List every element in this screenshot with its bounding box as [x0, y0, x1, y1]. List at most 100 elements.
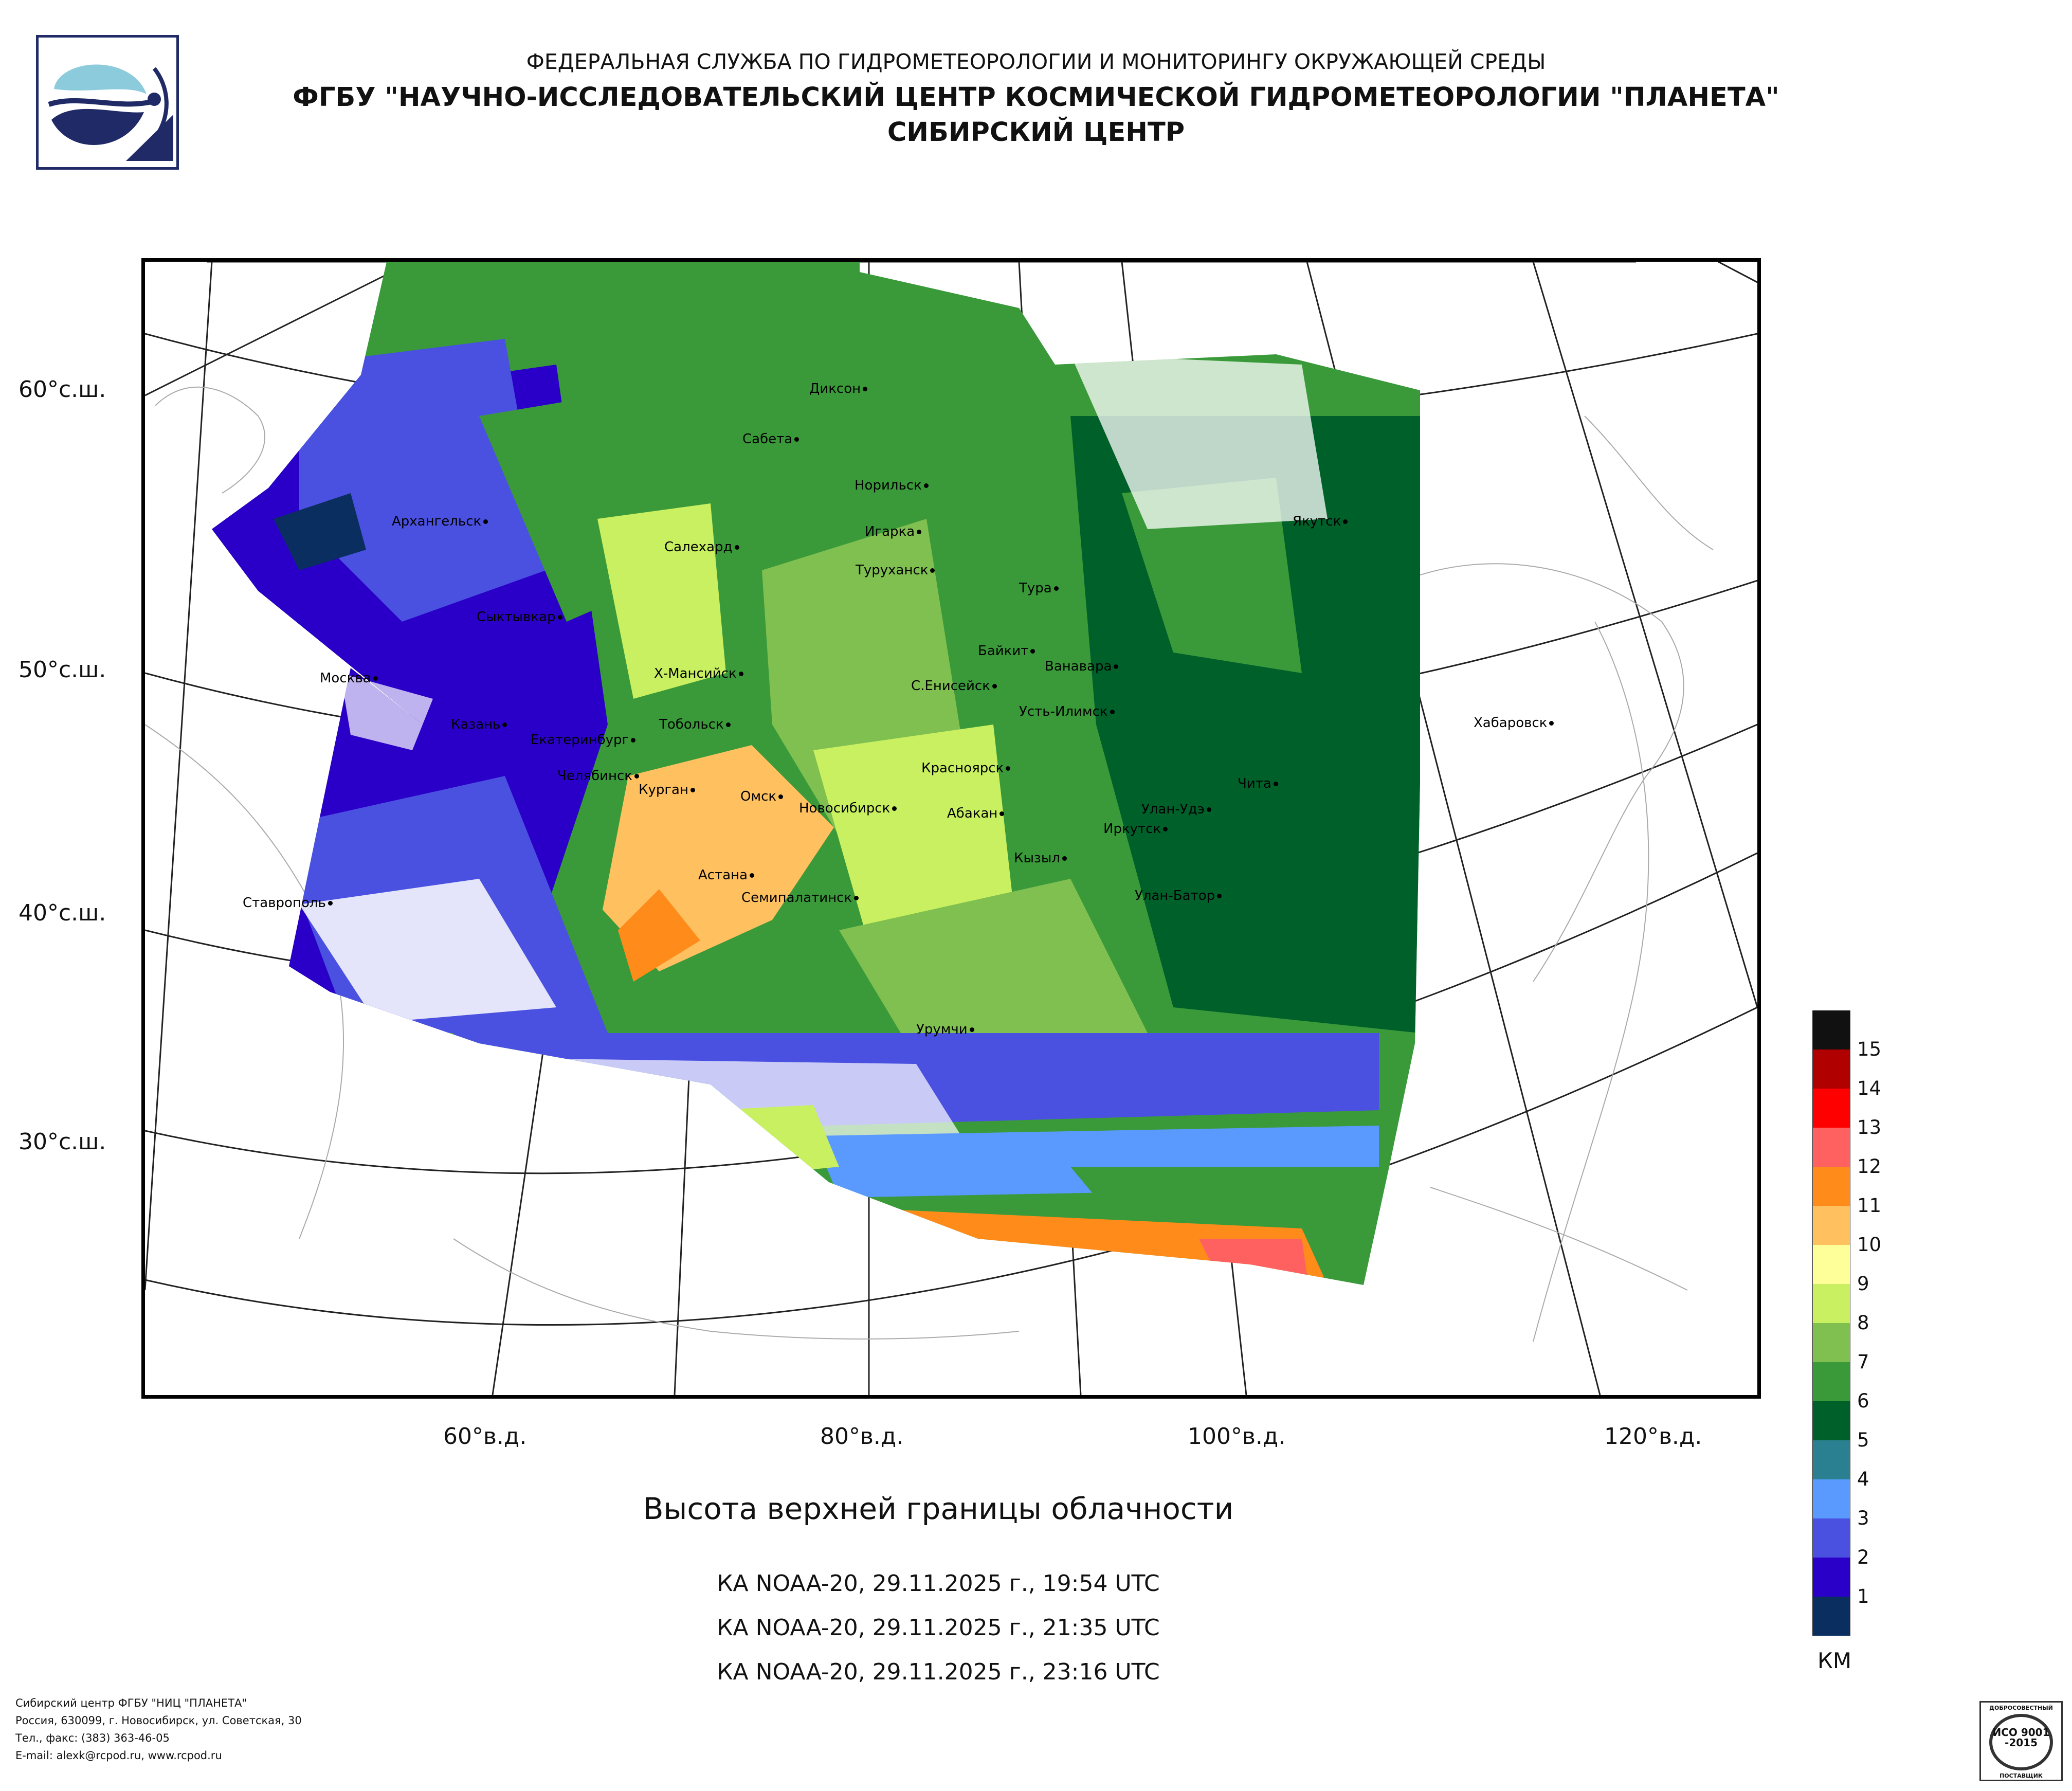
- legend-label: 15: [1857, 1038, 1882, 1060]
- legend-label: 13: [1857, 1116, 1882, 1138]
- city-khanty-mansiysk: Х-Мансийск: [654, 666, 743, 681]
- satellite-pass-3: КА NOAA-20, 29.11.2025 г., 23:16 UTC: [717, 1659, 1160, 1685]
- city-chita: Чита: [1238, 776, 1278, 791]
- legend-swatch: [1812, 1558, 1850, 1597]
- country-borders: [145, 386, 1714, 1342]
- city-kyzyl: Кызыл: [1014, 851, 1067, 866]
- city-omsk: Омск: [740, 789, 784, 804]
- footer-email: E-mail: alexk@rcpod.ru, www.rcpod.ru: [15, 1749, 222, 1762]
- city-arkhangelsk: Архангельск: [392, 514, 488, 529]
- legend-swatch: [1812, 1050, 1850, 1089]
- city-yakutsk: Якутск: [1293, 514, 1348, 529]
- header-center: СИБИРСКИЙ ЦЕНТР: [887, 117, 1185, 148]
- legend-swatch: [1812, 1518, 1850, 1558]
- lat-line-20: [145, 1006, 1757, 1326]
- legend-label: 11: [1857, 1195, 1882, 1217]
- city-vanavara: Ванавара: [1045, 659, 1119, 674]
- iso-badge: ДОБРОСОВЕСТНЫЙ ИСО 9001 -2015 ПОСТАВЩИК: [1979, 1701, 2063, 1781]
- city-chelyabinsk: Челябинск: [557, 768, 640, 784]
- legend-swatch: [1812, 1362, 1850, 1401]
- header-institute: ФГБУ "НАУЧНО-ИССЛЕДОВАТЕЛЬСКИЙ ЦЕНТР КОС…: [293, 82, 1779, 113]
- iso-badge-top: ДОБРОСОВЕСТНЫЙ: [1989, 1705, 2053, 1711]
- legend-label: 5: [1857, 1429, 1869, 1451]
- legend-unit: КМ: [1817, 1648, 1852, 1673]
- city-astana: Астана: [698, 867, 755, 883]
- city-kazan: Казань: [451, 717, 507, 732]
- lat-label-60: 60°с.ш.: [19, 376, 106, 403]
- city-norilsk: Норильск: [855, 478, 929, 493]
- legend-label: 14: [1857, 1077, 1882, 1099]
- iso-ring-icon: [1989, 1714, 2053, 1770]
- footer-phone: Тел., факс: (383) 363-46-05: [15, 1732, 170, 1744]
- legend-label: 1: [1857, 1585, 1869, 1607]
- city-syktyvkar: Сыктывкар: [477, 609, 562, 625]
- legend-label: 9: [1857, 1273, 1869, 1295]
- city-urumqi: Урумчи: [916, 1022, 974, 1037]
- city-irkutsk: Иркутск: [1103, 821, 1168, 837]
- lon-line-50: [145, 262, 413, 396]
- legend-swatch: [1812, 1206, 1850, 1245]
- product-title: Высота верхней границы облачности: [643, 1491, 1234, 1526]
- lon-label-80: 80°в.д.: [820, 1423, 904, 1450]
- city-krasnoyarsk: Красноярск: [921, 761, 1011, 776]
- cloud-swath: [212, 262, 1420, 1285]
- legend-label: 3: [1857, 1507, 1869, 1529]
- legend-label: 4: [1857, 1468, 1869, 1490]
- legend-swatch: [1812, 1323, 1850, 1362]
- lon-line-40: [145, 262, 213, 1291]
- legend-label: 10: [1857, 1234, 1882, 1256]
- lat-label-40: 40°с.ш.: [19, 900, 106, 926]
- city-ust-ilimsk: Усть-Илимск: [1019, 704, 1115, 719]
- planeta-logo: [36, 35, 179, 170]
- legend-label: 8: [1857, 1312, 1869, 1334]
- lon-label-100: 100°в.д.: [1188, 1423, 1286, 1450]
- lon-label-120: 120°в.д.: [1604, 1423, 1702, 1450]
- legend-swatch: [1812, 1597, 1850, 1636]
- city-salekhard: Салехард: [664, 539, 739, 555]
- legend-label: 12: [1857, 1155, 1882, 1178]
- city-abakan: Абакан: [947, 806, 1005, 821]
- lon-line-120: [1532, 262, 1757, 1008]
- legend-swatch: [1812, 1479, 1850, 1518]
- lon-line-130: [1718, 262, 1757, 283]
- city-igarka: Игарка: [865, 524, 922, 539]
- city-ulan-ude: Улан-Удэ: [1141, 802, 1211, 817]
- city-dikson: Диксон: [809, 381, 868, 396]
- legend-swatch: [1812, 1284, 1850, 1323]
- city-novosibirsk: Новосибирск: [799, 801, 897, 816]
- city-ulan-bator: Улан-Батор: [1135, 888, 1222, 903]
- iso-badge-middle: ИСО 9001 -2015: [1992, 1726, 2050, 1749]
- city-moscow: Москва: [320, 671, 378, 686]
- city-s-yeniseysk: С.Енисейск: [911, 678, 997, 694]
- city-tobolsk: Тобольск: [659, 717, 731, 732]
- city-baikit: Байкит: [978, 643, 1035, 659]
- city-tura: Тура: [1019, 581, 1059, 596]
- legend-swatch: [1812, 1128, 1850, 1167]
- legend-swatch: [1812, 1440, 1850, 1479]
- city-semipalatinsk: Семипалатинск: [741, 890, 859, 906]
- lat-label-30: 30°с.ш.: [19, 1129, 106, 1155]
- legend-swatch: [1812, 1245, 1850, 1284]
- legend-swatch: [1812, 1167, 1850, 1206]
- lon-label-60: 60°в.д.: [443, 1423, 527, 1450]
- footer-org: Сибирский центр ФГБУ "НИЦ "ПЛАНЕТА": [15, 1697, 247, 1709]
- legend-label: 6: [1857, 1390, 1869, 1412]
- legend-swatch: [1812, 1089, 1850, 1128]
- cloud-top-map: Диксон Сабета Норильск Игарка Туруханск …: [141, 258, 1761, 1399]
- height-legend: [1812, 1010, 1850, 1636]
- map-canvas: [145, 262, 1757, 1395]
- header-agency: ФЕДЕРАЛЬНАЯ СЛУЖБА ПО ГИДРОМЕТЕОРОЛОГИИ …: [526, 49, 1546, 74]
- legend-label: 7: [1857, 1351, 1869, 1373]
- satellite-pass-1: КА NOAA-20, 29.11.2025 г., 19:54 UTC: [717, 1570, 1160, 1597]
- city-stavropol: Ставрополь: [243, 895, 333, 911]
- city-turukhansk: Туруханск: [856, 563, 935, 578]
- satellite-pass-2: КА NOAA-20, 29.11.2025 г., 21:35 UTC: [717, 1615, 1160, 1641]
- legend-label: 2: [1857, 1546, 1869, 1568]
- legend-swatch: [1812, 1401, 1850, 1440]
- city-kurgan: Курган: [639, 782, 695, 798]
- city-khabarovsk: Хабаровск: [1474, 715, 1554, 731]
- iso-badge-bottom: ПОСТАВЩИК: [2000, 1772, 2043, 1779]
- legend-swatch: [1812, 1010, 1850, 1050]
- city-yekaterinburg: Екатеринбург: [531, 732, 636, 748]
- footer-address: Россия, 630099, г. Новосибирск, ул. Сове…: [15, 1714, 302, 1727]
